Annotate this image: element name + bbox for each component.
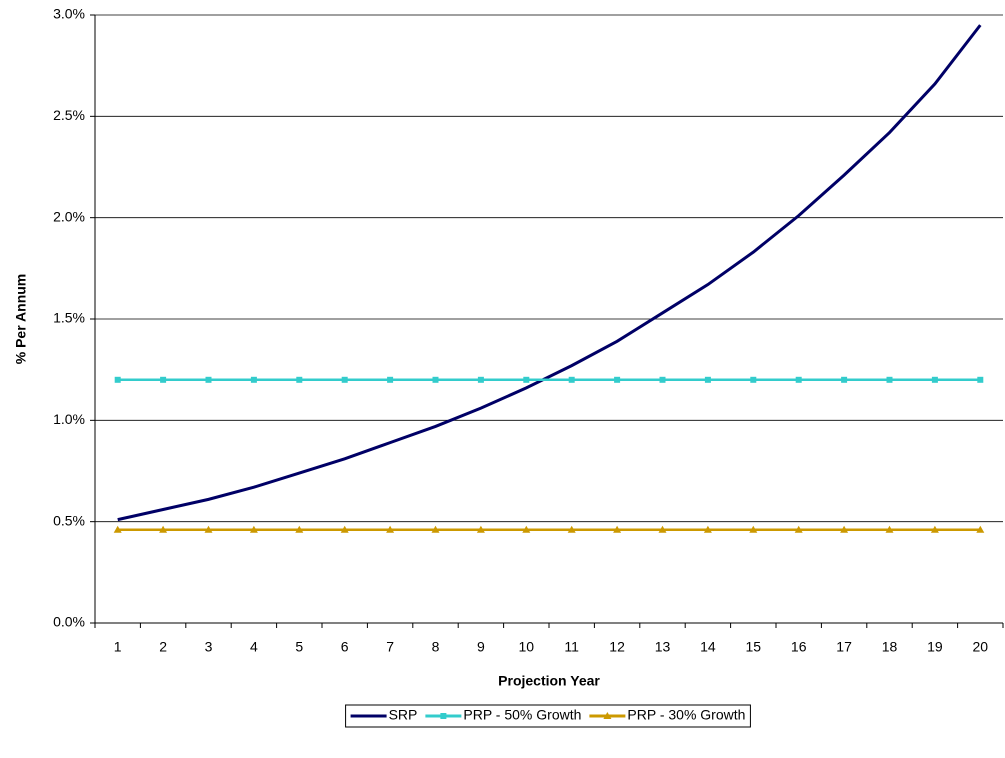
x-axis-label: Projection Year	[498, 673, 600, 689]
series-line	[117, 24, 982, 522]
legend-label: PRP - 50% Growth	[463, 707, 581, 723]
point	[522, 525, 531, 533]
point	[976, 525, 985, 533]
legend: SRP PRP - 50% Growth PRP - 30% Growth	[345, 704, 751, 728]
legend-label: PRP - 30% Growth	[627, 707, 745, 723]
point	[114, 376, 121, 383]
x-tick-label: 17	[836, 639, 852, 655]
point	[523, 376, 530, 383]
point	[341, 376, 348, 383]
point	[432, 376, 439, 383]
x-tick-label: 10	[519, 639, 535, 655]
x-tick-label: 3	[205, 639, 213, 655]
y-tick-label: 1.5%	[53, 310, 85, 326]
legend-label: SRP	[389, 707, 418, 723]
x-tick-label: 2	[159, 639, 167, 655]
x-tick-label: 20	[973, 639, 989, 655]
x-tick-label: 15	[746, 639, 762, 655]
point	[387, 376, 394, 383]
point	[614, 376, 621, 383]
point	[477, 376, 484, 383]
point	[885, 525, 894, 533]
point	[340, 525, 349, 533]
point	[750, 376, 757, 383]
point	[568, 376, 575, 383]
point	[658, 525, 667, 533]
point	[431, 525, 440, 533]
y-tick-label: 2.0%	[53, 208, 85, 224]
point	[249, 525, 258, 533]
point	[977, 376, 984, 383]
legend-box	[345, 704, 751, 728]
point	[295, 525, 304, 533]
point	[159, 525, 168, 533]
y-tick-label: 3.0%	[53, 6, 85, 22]
point	[205, 376, 212, 383]
point	[160, 376, 167, 383]
point	[659, 376, 666, 383]
y-tick-label: 0.0%	[53, 614, 85, 630]
x-tick-label: 9	[477, 639, 485, 655]
point	[795, 376, 802, 383]
point	[296, 376, 303, 383]
point	[703, 525, 712, 533]
point	[704, 376, 711, 383]
y-axis-label: % Per Annum	[13, 274, 29, 365]
point	[476, 525, 485, 533]
x-tick-label: 4	[250, 639, 258, 655]
x-tick-label: 13	[655, 639, 671, 655]
y-tick-label: 0.5%	[53, 512, 85, 528]
y-tick-label: 1.0%	[53, 411, 85, 427]
x-tick-label: 11	[564, 639, 579, 655]
point	[113, 525, 122, 533]
point	[840, 525, 849, 533]
point	[250, 376, 257, 383]
x-tick-label: 8	[432, 639, 440, 655]
point	[794, 525, 803, 533]
y-tick-label: 2.5%	[53, 107, 85, 123]
point	[567, 525, 576, 533]
x-tick-label: 6	[341, 639, 349, 655]
x-tick-label: 18	[882, 639, 898, 655]
x-tick-label: 5	[295, 639, 303, 655]
legend-marker	[440, 713, 447, 719]
point	[930, 525, 939, 533]
x-tick-label: 16	[791, 639, 807, 655]
point	[386, 525, 395, 533]
x-tick-label: 12	[609, 639, 625, 655]
point	[931, 376, 938, 383]
x-tick-label: 7	[386, 639, 394, 655]
x-tick-label: 19	[927, 639, 943, 655]
point	[204, 525, 213, 533]
point	[613, 525, 622, 533]
point	[886, 376, 893, 383]
x-tick-label: 14	[700, 639, 716, 655]
point	[749, 525, 758, 533]
legend-marker	[603, 712, 612, 719]
point	[841, 376, 848, 383]
x-tick-label: 1	[114, 639, 122, 655]
